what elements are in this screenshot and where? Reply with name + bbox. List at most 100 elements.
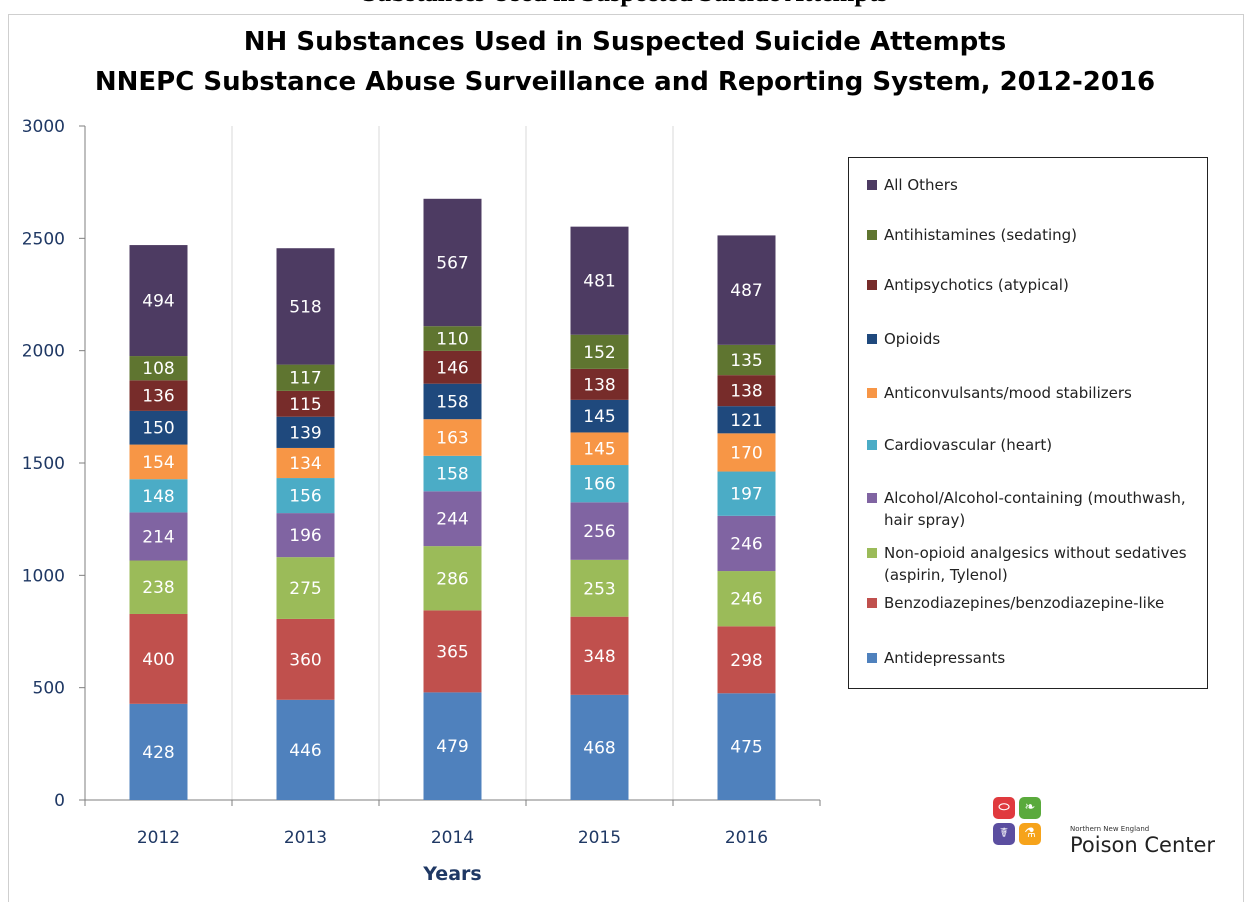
bar-segment	[276, 364, 335, 391]
y-tick-label: 3000	[22, 117, 65, 137]
data-label: 146	[436, 358, 468, 378]
legend-swatch	[867, 598, 877, 608]
data-label: 150	[142, 419, 174, 439]
bar-segment	[423, 326, 482, 351]
data-label: 163	[436, 429, 468, 449]
bar-segment	[570, 465, 629, 503]
bar-segment	[570, 694, 629, 800]
data-label: 400	[142, 650, 174, 670]
y-tick-label: 0	[54, 791, 65, 811]
data-label: 156	[289, 487, 321, 507]
bar-segment	[570, 368, 629, 400]
data-label: 428	[142, 743, 174, 763]
data-label: 148	[142, 487, 174, 507]
bar-segment	[129, 410, 188, 445]
data-label: 348	[583, 647, 615, 667]
data-label: 494	[142, 292, 174, 312]
bar-segment	[717, 406, 776, 434]
x-tick-label: 2012	[137, 828, 180, 848]
legend-label: Opioids	[884, 330, 941, 348]
x-tick-label: 2013	[284, 828, 327, 848]
legend-swatch	[867, 334, 877, 344]
legend-label: Antidepressants	[884, 649, 1006, 667]
data-label: 136	[142, 387, 174, 407]
y-tick-label: 500	[33, 679, 65, 699]
legend-swatch	[867, 388, 877, 398]
bar-segment	[276, 699, 335, 800]
chart-legend: All Others Antihistamines (sedating) Antip…	[848, 157, 1208, 689]
bar-segment	[129, 560, 188, 614]
data-label: 246	[730, 534, 762, 554]
bar-segment	[570, 432, 629, 466]
bar-segment	[717, 515, 776, 572]
bar-segment	[276, 416, 335, 448]
data-label: 567	[436, 253, 468, 273]
data-label: 115	[289, 395, 321, 415]
bar-segment	[717, 626, 776, 694]
bar-segment	[129, 444, 188, 480]
data-label: 253	[583, 579, 615, 599]
bar-segment	[570, 502, 629, 560]
data-label: 238	[142, 578, 174, 598]
data-label: 479	[436, 737, 468, 757]
data-label: 158	[436, 465, 468, 485]
chart-title-line-2: NNEPC Substance Abuse Surveillance and R…	[94, 67, 1156, 97]
legend-swatch	[867, 440, 877, 450]
data-label: 121	[730, 411, 762, 431]
data-label: 135	[730, 351, 762, 371]
data-label: 138	[730, 382, 762, 402]
data-label: 196	[289, 526, 321, 546]
data-label: 246	[730, 590, 762, 610]
data-label: 446	[289, 741, 321, 761]
poison-center-logo: ⬭ ❧ ☤ ⚗ Northern New England Poison Cent…	[990, 795, 1215, 860]
bar-segment	[276, 447, 335, 479]
data-label: 518	[289, 297, 321, 317]
data-label: 481	[583, 272, 615, 292]
data-label: 360	[289, 650, 321, 670]
data-label: 170	[730, 443, 762, 463]
data-label: 214	[142, 527, 174, 547]
legend-label: Alcohol/Alcohol-containing (mouthwash, h…	[884, 489, 1186, 529]
bar-segment	[570, 616, 629, 695]
bar-segment	[423, 455, 482, 492]
data-label: 154	[142, 453, 174, 473]
bar-segment	[423, 383, 482, 420]
bar-segment	[423, 198, 482, 327]
bar-segment	[570, 226, 629, 335]
legend-swatch	[867, 230, 877, 240]
bar-segment	[717, 433, 776, 472]
bar-segment	[570, 399, 629, 433]
data-label: 197	[730, 485, 762, 505]
bar-segment	[129, 703, 188, 800]
bar-segment	[570, 559, 629, 617]
data-label: 152	[583, 343, 615, 363]
bar-segment	[423, 610, 482, 693]
legend-label: Non-opioid analgesics without sedatives …	[884, 544, 1187, 584]
data-label: 117	[289, 369, 321, 389]
data-label: 475	[730, 738, 762, 758]
bar-segment	[129, 380, 188, 411]
data-label: 298	[730, 651, 762, 671]
bar-segment	[717, 571, 776, 627]
data-label: 286	[436, 569, 468, 589]
bar-segment	[276, 478, 335, 514]
data-label: 256	[583, 522, 615, 542]
bar-segment	[423, 546, 482, 611]
data-label: 166	[583, 475, 615, 495]
data-label: 139	[289, 423, 321, 443]
bar-segment	[423, 491, 482, 547]
bar-segment	[423, 692, 482, 800]
data-label: 134	[289, 454, 321, 474]
bar-segment	[717, 471, 776, 516]
legend-swatch	[867, 180, 877, 190]
bar-segment	[276, 513, 335, 558]
bar-segment	[276, 390, 335, 417]
x-tick-label: 2015	[578, 828, 621, 848]
leaf-icon: ❧	[1019, 797, 1041, 819]
bar-segment	[423, 350, 482, 384]
y-tick-label: 2000	[22, 342, 65, 362]
bar-segment	[276, 248, 335, 365]
bar-segment	[129, 245, 188, 357]
logo-name-text: Poison Center	[1070, 833, 1216, 857]
bar-segment	[276, 557, 335, 619]
